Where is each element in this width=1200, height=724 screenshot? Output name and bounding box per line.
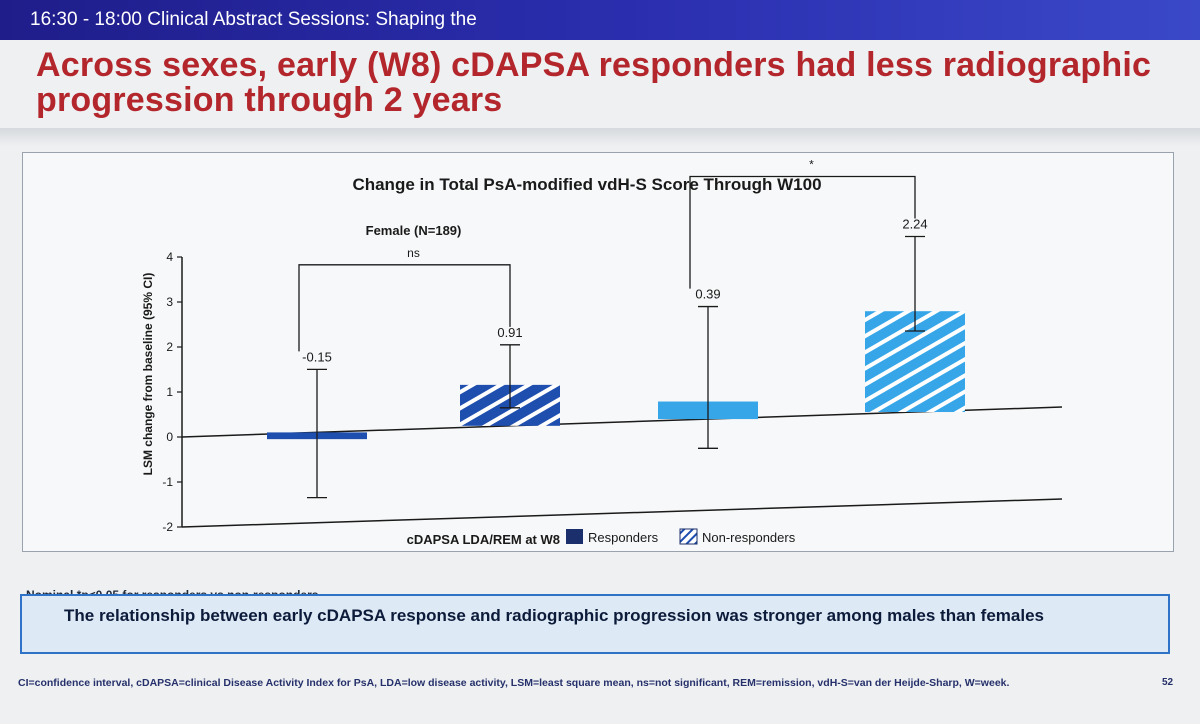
session-time-text: 16:30 - 18:00 Clinical Abstract Sessions… (30, 9, 477, 30)
chart-plot-area: 4 3 2 1 0 -1 -2 -0.15 0.91 ns Female (N=189) 0.39 2.… (162, 158, 1063, 534)
y-tick-label: 0 (166, 430, 173, 444)
y-tick-label: 4 (166, 250, 173, 264)
y-axis-label: LSM change from baseline (95% CI) (141, 273, 155, 476)
abbreviations-footer: CI=confidence interval, cDAPSA=clinical … (18, 677, 1010, 689)
title-divider (0, 128, 1200, 146)
group-label: Female (N=189) (366, 223, 462, 238)
legend-label-responders: Responders (588, 530, 659, 545)
significance-label: * (809, 158, 814, 172)
y-tick-label: -2 (162, 520, 173, 534)
x-axis-line (181, 498, 1063, 528)
significance-bracket (298, 264, 511, 352)
legend-swatch-responders (566, 529, 583, 544)
slide-title: Across sexes, early (W8) cDAPSA responde… (36, 46, 1152, 119)
session-header-bar: 16:30 - 18:00 Clinical Abstract Sessions… (0, 0, 1200, 40)
takeaway-box (20, 594, 1170, 654)
y-tick-label: -1 (162, 475, 173, 489)
significance-label: ns (407, 246, 420, 260)
legend-swatch-non-responders (679, 528, 698, 545)
legend-title: cDAPSA LDA/REM at W8 (407, 532, 560, 547)
y-tick-label: 3 (166, 295, 173, 309)
data-label: 0.91 (497, 325, 522, 340)
chart-title: Change in Total PsA-modified vdH-S Score… (352, 175, 821, 194)
takeaway-text: The relationship between early cDAPSA re… (64, 606, 1044, 625)
legend-label-non-responders: Non-responders (702, 530, 796, 545)
data-label: 2.24 (902, 217, 927, 232)
data-label: 0.39 (695, 287, 720, 302)
page-number: 52 (1162, 677, 1174, 688)
y-tick-label: 1 (166, 385, 173, 399)
data-label: -0.15 (302, 349, 332, 364)
significance-bracket (689, 175, 916, 289)
chart-svg: Change in Total PsA-modified vdH-S Score… (141, 158, 1063, 547)
chart-panel (22, 152, 1174, 552)
y-tick-label: 2 (166, 340, 173, 354)
chart-legend: cDAPSA LDA/REM at W8 Responders Non-resp… (407, 528, 796, 547)
